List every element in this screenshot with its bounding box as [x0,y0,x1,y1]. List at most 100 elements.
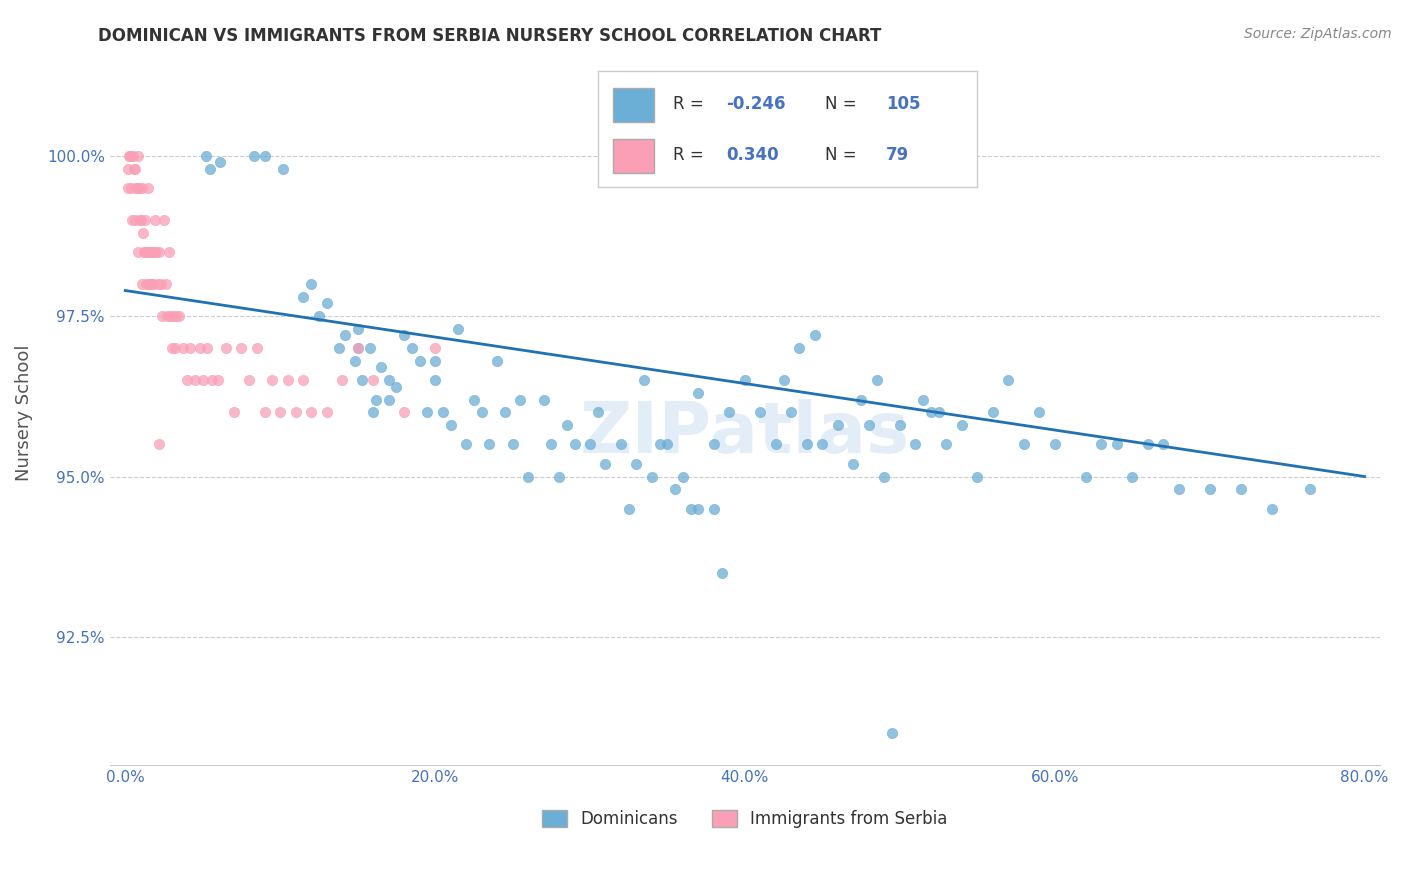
Point [912,392,935,407]
Point [664,483,686,497]
Point [796,437,818,451]
Point [121,213,143,227]
Point [586,405,609,419]
Point [803,328,825,343]
Point [142,245,165,260]
Point [981,405,1004,419]
Point [292,373,315,387]
Point [157,245,180,260]
Point [165,309,187,323]
Point [873,469,896,483]
Point [129,213,152,227]
Text: 105: 105 [886,95,921,112]
Point [127,245,149,260]
Point [787,341,810,355]
Point [253,149,276,163]
Point [148,437,170,451]
Point [734,373,756,387]
Point [335,328,357,343]
Point [246,341,269,355]
Point [184,373,207,387]
Point [346,322,368,336]
Point [132,245,155,260]
FancyBboxPatch shape [613,87,654,122]
Point [672,469,695,483]
Point [153,213,176,227]
Point [346,341,368,355]
Point [163,341,186,355]
Point [401,341,423,355]
Point [138,277,160,292]
Point [463,392,485,407]
Point [138,181,160,195]
Point [122,161,145,176]
Point [207,373,229,387]
Point [125,181,148,195]
Point [849,392,872,407]
Point [222,405,245,419]
Point [330,373,353,387]
Text: N =: N = [825,95,862,112]
Point [1043,437,1066,451]
Point [271,161,294,176]
Point [392,405,415,419]
Point [262,373,284,387]
Point [842,457,865,471]
Point [292,290,315,304]
Point [564,437,586,451]
Point [125,181,148,195]
Point [502,437,524,451]
Point [641,469,664,483]
Text: ZIPatlas: ZIPatlas [579,399,910,468]
Point [136,245,159,260]
Point [780,405,803,419]
Point [146,277,169,292]
Point [486,354,509,368]
Point [626,457,648,471]
Point [439,418,461,433]
Point [703,501,725,516]
Point [361,373,384,387]
Point [145,245,167,260]
Point [120,181,142,195]
Point [195,341,218,355]
Point [129,213,152,227]
Point [117,181,139,195]
Point [328,341,350,355]
Point [657,437,679,451]
Point [352,373,374,387]
Point [447,322,470,336]
Point [703,437,725,451]
Point [533,392,555,407]
Point [243,149,266,163]
Point [1121,469,1143,483]
Text: 79: 79 [886,146,910,164]
Point [200,161,222,176]
Point [540,437,562,451]
Point [118,149,141,163]
Point [315,405,337,419]
Point [555,418,578,433]
Point [201,373,224,387]
Text: -0.246: -0.246 [727,95,786,112]
Point [253,405,276,419]
Y-axis label: Nursery School: Nursery School [15,344,32,481]
Point [865,373,887,387]
Point [152,309,174,323]
Point [208,155,231,169]
Point [935,437,957,451]
Point [141,245,163,260]
Point [928,405,950,419]
Point [172,341,194,355]
Point [194,149,217,163]
Point [1260,501,1282,516]
Point [858,418,880,433]
Point [124,213,146,227]
Point [159,309,181,323]
Point [688,501,710,516]
Point [423,354,446,368]
Point [1028,405,1050,419]
Point [132,226,155,240]
Point [299,277,322,292]
Point [191,373,214,387]
